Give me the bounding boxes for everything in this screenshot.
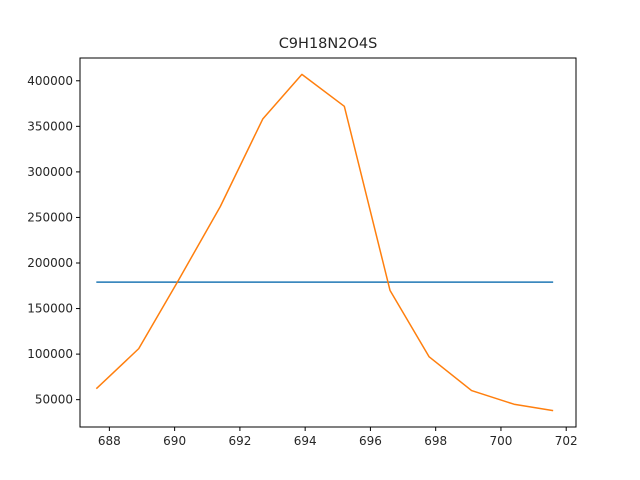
x-tick-label: 696 — [359, 434, 382, 448]
y-tick-label: 300000 — [27, 165, 73, 179]
y-tick-label: 150000 — [27, 302, 73, 316]
chart-title: C9H18N2O4S — [279, 36, 378, 52]
plot-frame — [79, 57, 577, 428]
x-tick-label: 700 — [489, 434, 512, 448]
y-tick-label: 200000 — [27, 256, 73, 270]
series-layer — [95, 73, 554, 412]
y-tick-label: 100000 — [27, 347, 73, 361]
axes-layer: 688 690 692 694 696 698 700 702 50000 100000 15000… — [27, 57, 578, 448]
x-tick-label: 690 — [163, 434, 186, 448]
series-line-2 — [95, 73, 554, 412]
y-tick-label: 250000 — [27, 210, 73, 224]
x-tick-label: 702 — [555, 434, 578, 448]
y-tick-label: 400000 — [27, 74, 73, 88]
x-tick-label: 694 — [294, 434, 317, 448]
x-tick-label: 688 — [98, 434, 121, 448]
x-tick-label: 692 — [228, 434, 251, 448]
y-tick-label: 350000 — [27, 119, 73, 133]
y-tick-label: 50000 — [35, 393, 73, 407]
x-tick-label: 698 — [424, 434, 447, 448]
